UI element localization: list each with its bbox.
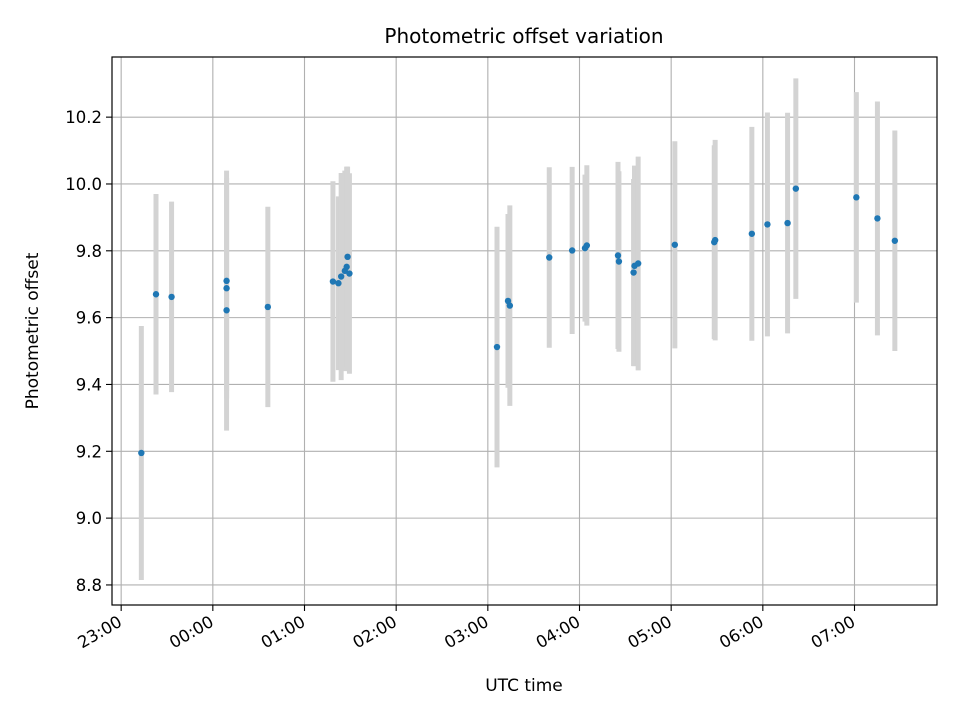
data-point	[568, 247, 576, 254]
chart-title: Photometric offset variation	[384, 24, 663, 48]
data-point	[630, 269, 637, 276]
data-point	[346, 270, 353, 277]
y-tick-label: 10.2	[65, 108, 102, 127]
data-point	[614, 252, 622, 259]
y-axis-label: Photometric offset	[23, 252, 43, 409]
data-point	[784, 219, 791, 227]
data-point	[583, 242, 591, 249]
y-tick-label: 9.0	[76, 509, 102, 528]
y-tick-label: 9.6	[76, 309, 102, 328]
x-tick-label: 03:00	[441, 612, 492, 652]
data-point	[335, 280, 342, 287]
data-point	[748, 230, 756, 237]
x-tick-label: 07:00	[808, 612, 859, 652]
data-point	[168, 293, 175, 301]
data-point	[711, 236, 719, 244]
data-point	[344, 253, 351, 261]
data-point	[343, 263, 350, 271]
x-axis: 23:00 00:00 01:00 02:00 03:00 04:00 05:00 06:00…	[74, 605, 859, 652]
data-point	[891, 237, 899, 244]
point-series	[138, 185, 899, 457]
y-tick-label: 8.8	[76, 576, 102, 595]
x-tick-label: 06:00	[716, 612, 767, 652]
data-point	[264, 303, 272, 311]
x-tick-label: 01:00	[258, 612, 309, 652]
x-tick-label: 02:00	[349, 612, 400, 652]
x-tick-label: 05:00	[624, 612, 675, 652]
data-point	[634, 260, 642, 267]
data-point	[764, 221, 771, 228]
x-tick-label: 00:00	[166, 612, 217, 652]
x-tick-label: 23:00	[74, 612, 125, 652]
data-point	[792, 185, 800, 192]
data-point	[546, 254, 553, 261]
data-point	[874, 215, 881, 222]
data-point	[138, 449, 145, 457]
data-point	[223, 285, 230, 292]
grid-lines	[112, 57, 937, 605]
y-axis: 8.8 9.0 9.2 9.4 9.6 9.8 10.0 10.2	[65, 108, 112, 595]
data-point	[615, 258, 623, 265]
y-tick-label: 9.8	[76, 242, 102, 261]
data-point	[506, 302, 514, 309]
y-tick-label: 9.4	[76, 375, 102, 394]
data-point	[223, 307, 230, 314]
data-point	[493, 343, 501, 351]
data-point	[152, 291, 160, 298]
data-point	[671, 241, 679, 248]
y-tick-label: 9.2	[76, 442, 102, 461]
data-point	[223, 277, 230, 285]
y-tick-label: 10.0	[65, 175, 102, 194]
x-tick-label: 04:00	[533, 612, 584, 652]
errorbar-series	[138, 78, 898, 580]
data-point	[329, 278, 337, 285]
x-axis-label: UTC time	[485, 676, 563, 696]
data-point	[337, 273, 345, 280]
data-point	[853, 194, 860, 201]
plot-frame	[111, 56, 938, 606]
